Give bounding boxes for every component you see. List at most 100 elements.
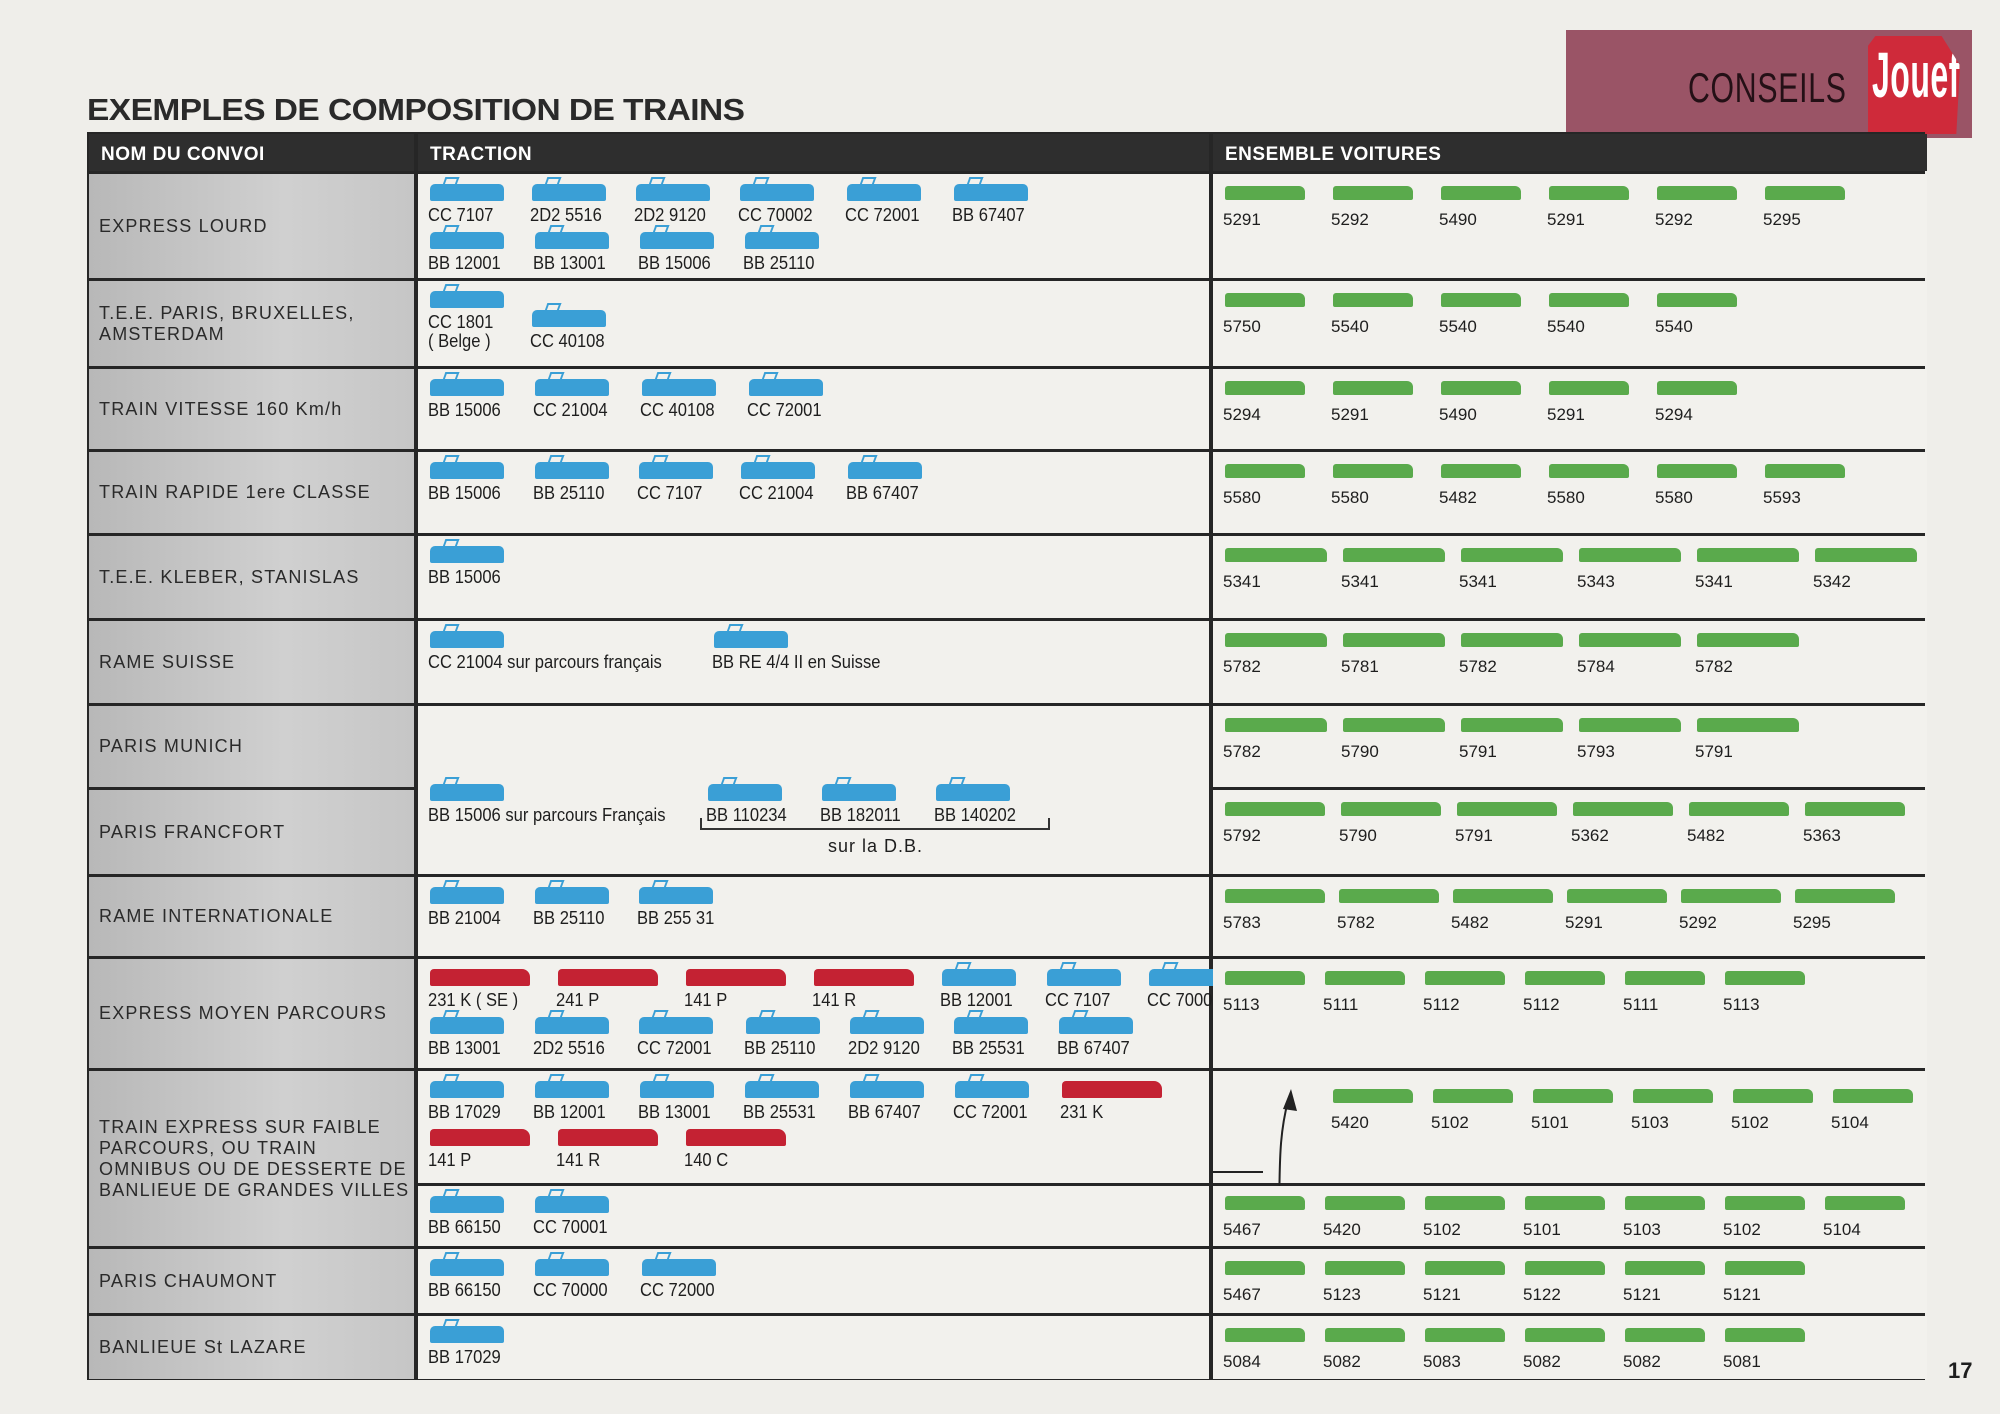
coach-label: 5121	[1723, 1285, 1761, 1304]
coach-icon	[1425, 971, 1505, 985]
locomotive: 140 C	[684, 1125, 786, 1170]
composition-table: NOM DU CONVOI TRACTION ENSEMBLE VOITURES…	[87, 132, 1927, 1380]
locomotive-label: BB 182011	[819, 804, 901, 825]
coach-label: 5102	[1431, 1113, 1469, 1132]
coach: 5111	[1323, 965, 1405, 1015]
coach-label: 5342	[1813, 572, 1851, 591]
locomotive: CC 40108	[530, 306, 611, 351]
coach-label: 5103	[1623, 1220, 1661, 1239]
steam-locomotive-icon	[1062, 1081, 1163, 1098]
coach: 5122	[1523, 1255, 1605, 1305]
locomotive: BB 25110	[744, 1013, 822, 1058]
locomotive: 2D2 5516	[530, 180, 608, 225]
electric-locomotive-icon	[638, 462, 713, 479]
electric-locomotive-icon	[847, 462, 922, 479]
traction-line: CC 1801 ( Belge ) CC 40108	[428, 287, 1199, 351]
coach-label: 5341	[1459, 572, 1497, 591]
locomotive-label: CC 7107	[428, 205, 494, 225]
coach-label: 5363	[1803, 826, 1841, 845]
coach: 5291	[1547, 180, 1629, 230]
locomotive-label: BB 17029	[428, 1347, 501, 1367]
traction-cell: BB 17029 BB 12001 BB 13001 BB 25531 BB 67407…	[418, 1071, 1209, 1183]
coach: 5102	[1423, 1190, 1505, 1240]
coach: 5294	[1655, 375, 1737, 425]
electric-locomotive-icon	[535, 1259, 610, 1276]
coach-label: 5082	[1623, 1352, 1661, 1371]
voitures-cell: 5792 5790 5791 5362 5482 5363	[1213, 790, 1927, 874]
locomotive-label: BB 21004	[428, 908, 501, 928]
locomotive-label: CC 70000	[533, 1280, 608, 1300]
coach-label: 5341	[1223, 572, 1261, 591]
voitures-cell: 5783 5782 5482 5291 5292 5295	[1213, 877, 1927, 956]
electric-locomotive-icon	[430, 887, 504, 904]
coach-label: 5082	[1323, 1352, 1361, 1371]
coach-icon	[1549, 464, 1629, 478]
locomotive-label: 141 P	[428, 1150, 472, 1170]
coach: 5101	[1523, 1190, 1605, 1240]
coach-label: 5291	[1331, 405, 1369, 424]
coach-icon	[1343, 718, 1445, 732]
locomotive: CC 72001	[953, 1077, 1034, 1122]
coach-icon	[1657, 293, 1737, 307]
locomotive: 141 P	[684, 965, 786, 1010]
coach-icon	[1733, 1089, 1813, 1103]
coach-icon	[1441, 464, 1521, 478]
steam-locomotive-icon	[686, 969, 786, 986]
locomotive: BB 25531	[743, 1077, 822, 1122]
locomotive-label: CC 21004 sur parcours français	[428, 652, 662, 672]
locomotive-label: BB 12001	[940, 990, 1013, 1010]
coach-icon	[1579, 548, 1681, 562]
locomotive-label: BB RE 4/4 II en Suisse	[712, 652, 881, 672]
electric-locomotive-icon	[532, 184, 606, 201]
electric-locomotive-icon	[1047, 969, 1122, 986]
electric-locomotive-icon	[642, 379, 717, 396]
electric-locomotive-icon	[532, 310, 606, 327]
coach: 5791	[1455, 796, 1557, 846]
locomotive: CC 7107	[1045, 965, 1122, 1010]
locomotive-label: BB 66150	[428, 1217, 501, 1237]
coach-label: 5292	[1655, 210, 1693, 229]
traction-line: BB 15006 CC 21004 CC 40108 CC 72001	[428, 375, 1199, 420]
coach-icon	[1567, 889, 1667, 903]
coach: 5580	[1655, 458, 1737, 508]
coach-label: 5341	[1341, 572, 1379, 591]
steam-locomotive-icon	[430, 969, 530, 986]
locomotive: BB 25110	[743, 228, 821, 273]
voitures-cell: 5084 5082 5083 5082 5082 5081	[1213, 1316, 1927, 1379]
coach-label: 5791	[1455, 826, 1493, 845]
coach-label: 5790	[1341, 742, 1379, 761]
coach: 5121	[1623, 1255, 1705, 1305]
coach: 5102	[1731, 1083, 1813, 1133]
voitures-line: 5113 5111 5112 5112 5111 5113	[1223, 965, 1917, 1015]
locomotive: 231 K ( SE )	[428, 965, 530, 1010]
locomotive: BB 13001	[638, 1077, 717, 1122]
coach-icon	[1657, 464, 1737, 478]
locomotive: BB 12001	[940, 965, 1019, 1010]
coach-label: 5793	[1577, 742, 1615, 761]
electric-locomotive-icon	[430, 1259, 504, 1276]
coach-label: 5292	[1679, 913, 1717, 932]
locomotive: BB 110234	[706, 780, 794, 825]
coach: 5341	[1223, 542, 1327, 592]
coach-label: 5580	[1331, 488, 1369, 507]
electric-locomotive-icon	[430, 783, 504, 801]
voitures-line: 5750 5540 5540 5540 5540	[1223, 287, 1917, 337]
coach: 5113	[1223, 965, 1305, 1015]
locomotive: BB 21004	[428, 883, 507, 928]
coach-label: 5784	[1577, 657, 1615, 676]
traction-line: BB 17029	[428, 1322, 1199, 1367]
coach-label: 5291	[1547, 405, 1585, 424]
locomotive-label: BB 25110	[744, 1038, 816, 1058]
coach-icon	[1225, 971, 1305, 985]
coach: 5784	[1577, 627, 1681, 677]
coach-label: 5101	[1531, 1113, 1569, 1132]
locomotive-label: BB 255 31	[636, 908, 715, 928]
coach-label: 5112	[1423, 995, 1460, 1014]
locomotive-label: CC 7107	[636, 483, 703, 503]
coach-icon	[1697, 718, 1799, 732]
coach-icon	[1325, 971, 1405, 985]
voitures-cell: 5750 5540 5540 5540 5540	[1213, 281, 1927, 366]
locomotive: BB 67407	[952, 180, 1031, 225]
locomotive-label: CC 40108	[530, 331, 605, 351]
coach-icon	[1725, 1261, 1805, 1275]
